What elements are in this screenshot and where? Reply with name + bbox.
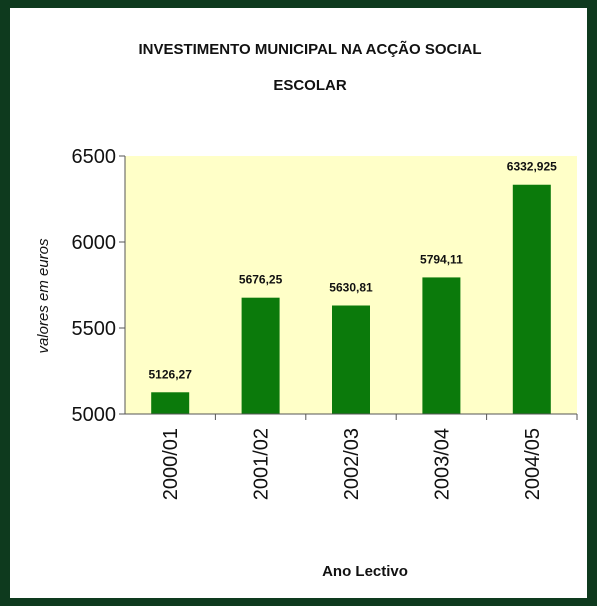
bar-2003/04 bbox=[422, 277, 461, 414]
data-label-2000/01: 5126,27 bbox=[149, 367, 193, 381]
chart-title-line-1: INVESTIMENTO MUNICIPAL NA ACÇÃO SOCIAL bbox=[138, 40, 481, 58]
x-category-label: 2002/03 bbox=[341, 428, 363, 500]
bar-2001/02 bbox=[241, 297, 280, 414]
bar-2002/03 bbox=[332, 305, 370, 414]
x-category-label: 2004/05 bbox=[522, 428, 544, 500]
chart-title-line-2: ESCOLAR bbox=[273, 77, 347, 94]
y-axis-title: valores em euros bbox=[35, 238, 52, 354]
data-label-2003/04: 5794,11 bbox=[420, 252, 463, 266]
data-label-2002/03: 5630,81 bbox=[329, 281, 373, 295]
data-label-2001/02: 5676,25 bbox=[239, 273, 283, 287]
x-category-label: 2001/02 bbox=[251, 428, 273, 500]
x-category-label: 2000/01 bbox=[160, 428, 182, 500]
y-tick-label: 5000 bbox=[72, 404, 117, 426]
bar-chart: INVESTIMENTO MUNICIPAL NA ACÇÃO SOCIAL E… bbox=[35, 40, 578, 580]
y-tick-label: 6500 bbox=[72, 146, 117, 168]
chart-panel: INVESTIMENTO MUNICIPAL NA ACÇÃO SOCIAL E… bbox=[10, 8, 587, 598]
y-tick-label: 6000 bbox=[72, 232, 117, 254]
data-label-2004/05: 6332,925 bbox=[507, 160, 557, 174]
x-axis-title: Ano Lectivo bbox=[322, 563, 408, 580]
x-category-label: 2003/04 bbox=[431, 428, 453, 500]
bar-2004/05 bbox=[512, 184, 551, 414]
bar-2000/01 bbox=[151, 392, 190, 414]
y-tick-label: 5500 bbox=[72, 318, 117, 340]
